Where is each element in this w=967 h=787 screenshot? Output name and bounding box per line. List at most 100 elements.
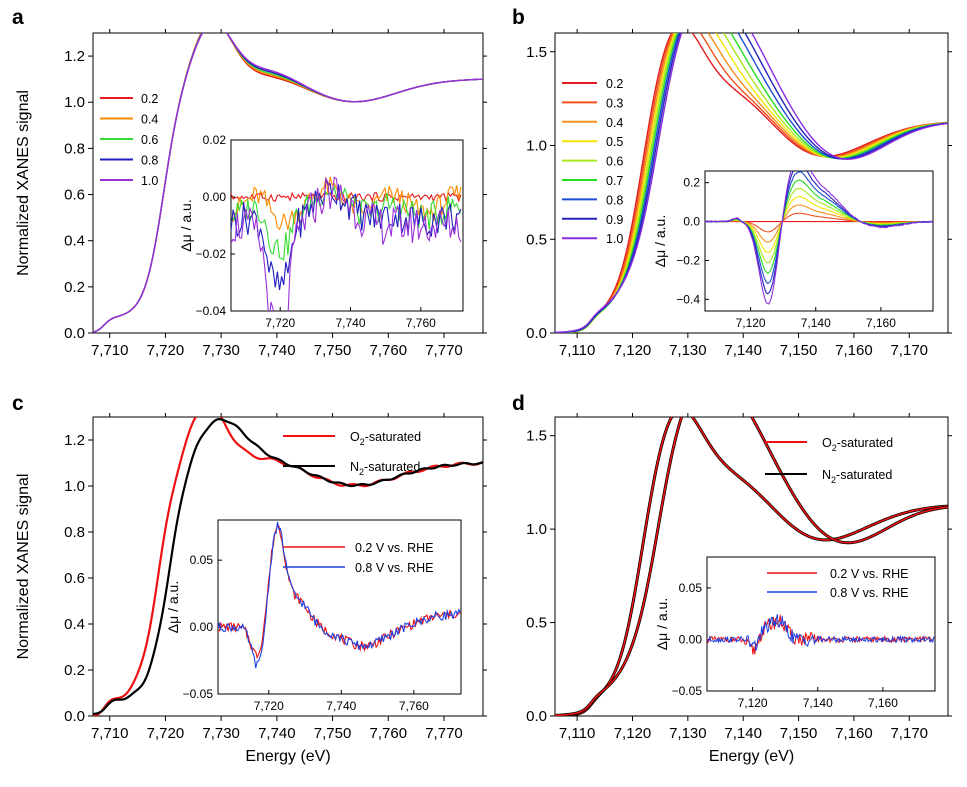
y-tick-label: 0.0 xyxy=(64,325,85,342)
legend-label: 0.6 xyxy=(141,133,158,147)
legend-label: N2-saturated xyxy=(822,468,892,485)
inset-series-line-0.4 xyxy=(231,176,462,231)
legend-label: 0.5 xyxy=(606,135,623,149)
legend-label: N2-saturated xyxy=(350,460,420,477)
inset-x-tick-label: 7,760 xyxy=(406,316,436,330)
x-tick-label: 7,140 xyxy=(724,725,762,742)
series-line-1.0 xyxy=(93,33,483,333)
inset-y-axis-label: Δμ / a.u. xyxy=(652,215,668,267)
inset-series-line-high xyxy=(218,521,461,669)
inset-legend-label: 0.8 V vs. RHE xyxy=(830,586,909,600)
y-tick-label: 0.6 xyxy=(64,187,85,204)
legend-label: 0.4 xyxy=(141,113,158,127)
plot-area xyxy=(555,33,948,333)
x-tick-label: 7,720 xyxy=(147,725,185,742)
panel-label: b xyxy=(512,6,525,29)
y-tick-label: 1.5 xyxy=(526,428,547,445)
series-line-0.2 xyxy=(555,33,948,333)
inset-plot-area xyxy=(705,171,933,305)
legend-label: 1.0 xyxy=(606,232,623,246)
inset-y-axis-label: Δμ / a.u. xyxy=(654,598,670,650)
inset-d: 7,120 7,140 7,160 −0.05 0.00 0.05 Δμ / a.u. xyxy=(654,556,936,710)
inset-y-tick-label: 0.00 xyxy=(190,620,214,634)
y-tick-label: 0.0 xyxy=(64,708,85,725)
y-tick-label: 0.2 xyxy=(64,279,85,296)
inset-x-tick-label: 7,140 xyxy=(803,696,833,710)
y-tick-label: 0.0 xyxy=(526,708,547,725)
inset-y-tick-label: −0.05 xyxy=(672,684,703,698)
x-tick-label: 7,120 xyxy=(614,725,652,742)
inset-y-tick-label: −0.04 xyxy=(196,304,227,318)
x-tick-label: 7,140 xyxy=(724,342,762,359)
legend-label: 1.0 xyxy=(141,174,158,188)
series-line-0.5 xyxy=(555,33,948,333)
x-tick-label: 7,160 xyxy=(835,342,873,359)
x-tick-label: 7,730 xyxy=(202,342,240,359)
inset-x-tick-label: 7,120 xyxy=(736,316,766,330)
inset-legend-label: 0.2 V vs. RHE xyxy=(830,567,909,581)
legend-label: 0.8 xyxy=(606,193,623,207)
legend-label: 0.4 xyxy=(606,116,623,130)
plot-frame xyxy=(92,32,484,334)
inset-y-tick-label: 0.00 xyxy=(203,190,227,204)
panel-c: 7,710 7,720 7,730 7,740 7,750 7,760 7,770 0.0 0.… xyxy=(12,392,487,765)
x-tick-label: 7,120 xyxy=(614,342,652,359)
x-tick-label: 7,730 xyxy=(202,725,240,742)
x-tick-label: 7,130 xyxy=(669,342,707,359)
inset-x-tick-label: 7,740 xyxy=(326,699,356,713)
inset-plot-area xyxy=(218,521,461,669)
inset-legend-label: 0.8 V vs. RHE xyxy=(355,561,434,575)
x-tick-label: 7,750 xyxy=(314,342,352,359)
legend-label: 0.6 xyxy=(606,155,623,169)
panel-a: 7,710 7,720 7,730 7,740 7,750 7,760 7,770 0.0 0.… xyxy=(12,6,487,359)
inset-a: 7,720 7,740 7,760 −0.04 −0.02 0.00 0.02 Δμ / a.… xyxy=(178,133,464,330)
y-tick-label: 1.2 xyxy=(64,432,85,449)
y-tick-label: 0.2 xyxy=(64,662,85,679)
x-axis-label: Energy (eV) xyxy=(709,748,794,765)
x-tick-label: 7,160 xyxy=(835,725,873,742)
legend-label: 0.9 xyxy=(606,213,623,227)
inset-frame xyxy=(704,170,934,312)
inset-y-tick-label: −0.02 xyxy=(196,247,227,261)
inset-plot-area xyxy=(231,176,462,311)
y-axis-label: Normalized XANES signal xyxy=(15,474,32,660)
plot-area xyxy=(93,33,483,333)
inset-y-tick-label: −0.4 xyxy=(676,292,700,306)
x-tick-label: 7,740 xyxy=(258,725,296,742)
x-tick-label: 7,760 xyxy=(370,725,408,742)
x-tick-label: 7,770 xyxy=(425,342,463,359)
series-line-o2 xyxy=(555,417,948,716)
legend-label: 0.8 xyxy=(141,154,158,168)
x-tick-label: 7,760 xyxy=(370,342,408,359)
y-tick-label: 0.5 xyxy=(526,231,547,248)
x-tick-label: 7,170 xyxy=(890,725,928,742)
x-tick-label: 7,110 xyxy=(559,725,595,742)
inset-y-tick-label: −0.2 xyxy=(676,253,700,267)
inset-x-tick-label: 7,720 xyxy=(254,699,284,713)
inset-x-tick-label: 7,120 xyxy=(738,696,768,710)
panel-b: 7,110 7,120 7,130 7,140 7,150 7,160 7,170 0.0 0.… xyxy=(512,6,952,359)
inset-y-tick-label: −0.05 xyxy=(183,687,214,701)
inset-y-tick-label: 0.0 xyxy=(683,215,700,229)
inset-x-tick-label: 7,720 xyxy=(265,316,295,330)
inset-x-tick-label: 7,160 xyxy=(868,696,898,710)
panel-label: a xyxy=(12,6,24,29)
inset-x-tick-label: 7,760 xyxy=(399,699,429,713)
inset-y-tick-label: 0.00 xyxy=(679,632,703,646)
inset-x-tick-label: 7,160 xyxy=(866,316,896,330)
x-tick-label: 7,110 xyxy=(559,342,595,359)
y-tick-label: 0.4 xyxy=(64,233,85,250)
inset-y-tick-label: 0.02 xyxy=(203,133,227,147)
legend-label: O2-saturated xyxy=(350,430,421,447)
y-tick-label: 1.2 xyxy=(64,48,85,65)
y-tick-label: 1.0 xyxy=(64,478,85,495)
x-tick-label: 7,750 xyxy=(314,725,352,742)
legend-label: 0.3 xyxy=(606,96,623,110)
y-tick-label: 0.6 xyxy=(64,570,85,587)
inset-y-tick-label: 0.05 xyxy=(679,581,703,595)
panel-label: d xyxy=(512,392,525,415)
x-tick-label: 7,720 xyxy=(147,342,185,359)
series-line-0.4 xyxy=(555,33,948,333)
inset-plot-area xyxy=(707,614,935,655)
